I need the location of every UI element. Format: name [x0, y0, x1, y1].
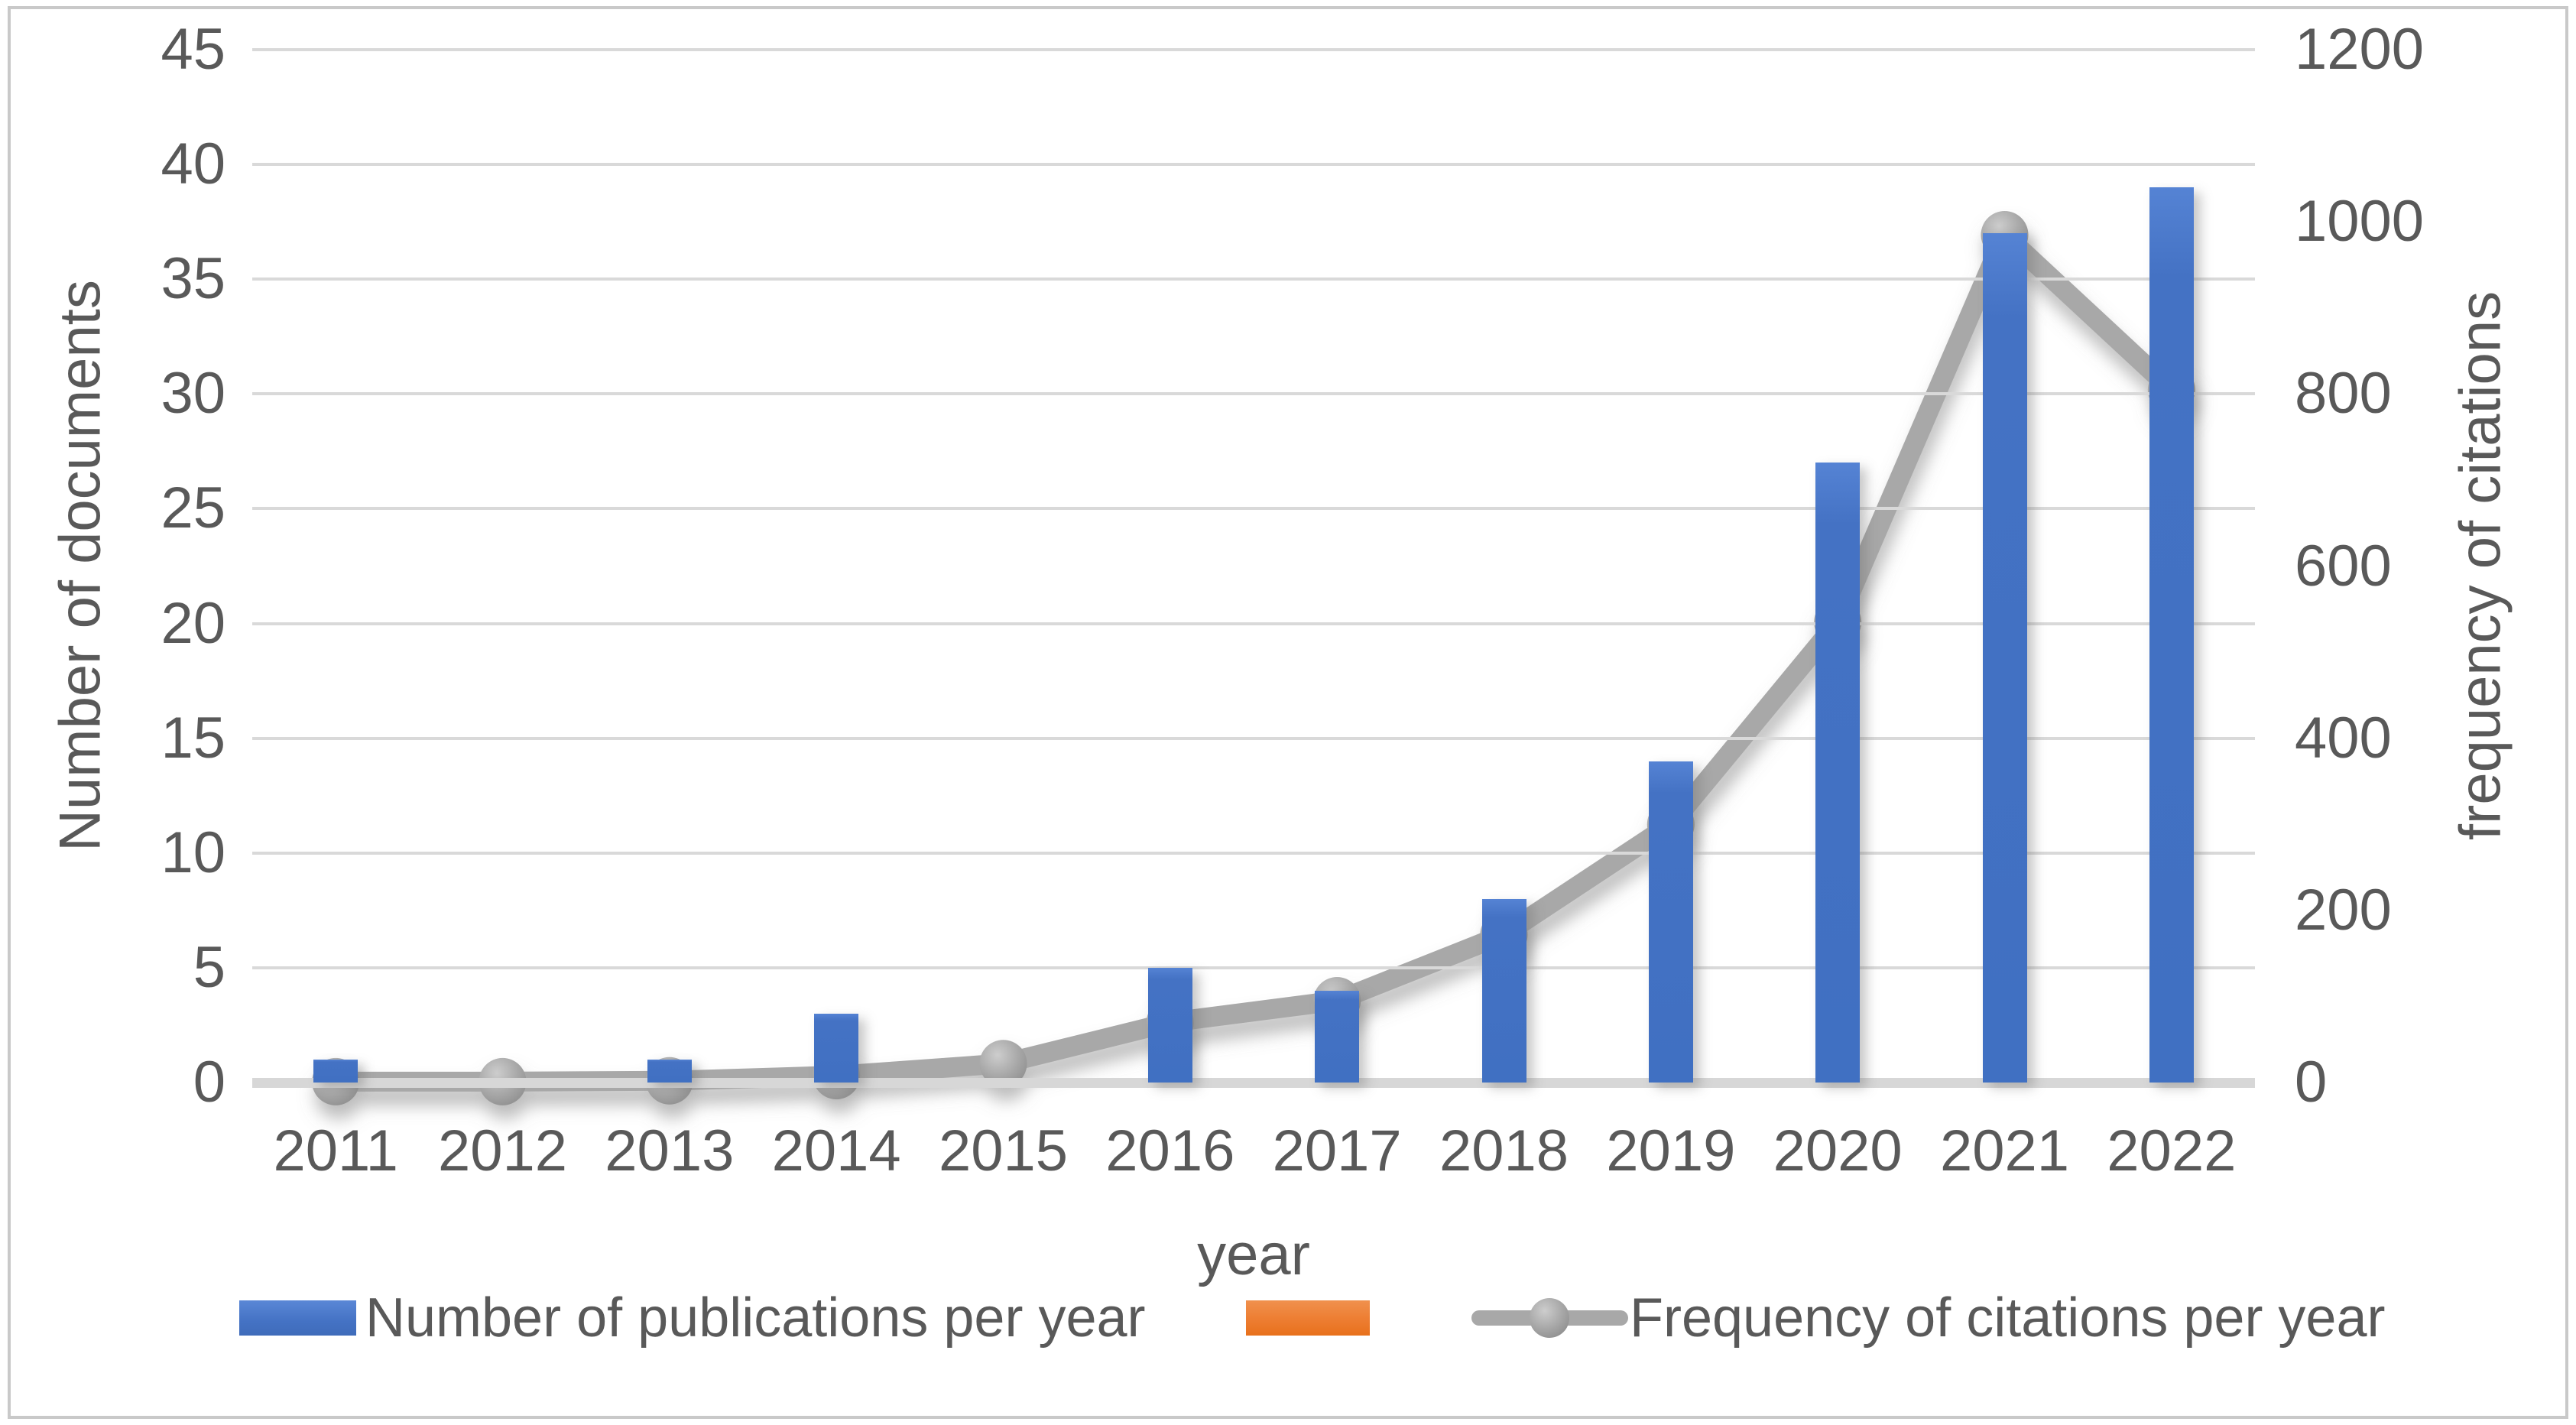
x-tick-2017: 2017	[1272, 1118, 1402, 1183]
x-axis-line	[252, 1078, 2255, 1088]
y-left-tick-15: 15	[161, 705, 225, 771]
legend-item-citations: Frequency of citations per year	[1471, 1290, 2386, 1345]
x-tick-2020: 2020	[1773, 1118, 1903, 1183]
x-tick-2011: 2011	[273, 1118, 398, 1183]
x-tick-2016: 2016	[1105, 1118, 1235, 1183]
bar-2014	[814, 1013, 859, 1083]
gridline-40	[252, 163, 2255, 167]
x-tick-2015: 2015	[938, 1118, 1069, 1183]
gridline-10	[252, 851, 2255, 855]
bar-2020	[1815, 463, 1861, 1083]
y-left-tick-10: 10	[161, 820, 225, 885]
gridline-5	[252, 966, 2255, 969]
legend-item-orange-series	[1246, 1295, 1379, 1341]
x-tick-2021: 2021	[1939, 1118, 2070, 1183]
y-right-tick-400: 400	[2295, 705, 2392, 771]
legend-line-marker-sample	[1471, 1298, 1628, 1338]
gridline-20	[252, 622, 2255, 625]
legend-label-publications: Number of publications per year	[365, 1287, 1146, 1349]
bar-2022	[2149, 187, 2194, 1083]
x-tick-2013: 2013	[605, 1118, 735, 1183]
y-right-tick-800: 800	[2295, 361, 2392, 427]
y-left-tick-5: 5	[193, 934, 225, 1000]
x-tick-2014: 2014	[771, 1118, 901, 1183]
legend-swatch-publications	[239, 1300, 356, 1336]
gridline-25	[252, 507, 2255, 511]
bar-2018	[1481, 898, 1526, 1083]
y-left-tick-45: 45	[161, 17, 225, 82]
x-tick-2012: 2012	[437, 1118, 568, 1183]
bar-2011	[313, 1059, 358, 1083]
gridline-15	[252, 736, 2255, 740]
legend-swatch-orange	[1246, 1300, 1370, 1336]
y-right-tick-0: 0	[2295, 1050, 2328, 1115]
x-axis-title: year	[1197, 1222, 1310, 1287]
legend-label-citations: Frequency of citations per year	[1630, 1287, 2386, 1349]
x-tick-2019: 2019	[1606, 1118, 1736, 1183]
bar-2019	[1648, 761, 1693, 1083]
bar-2013	[647, 1059, 692, 1083]
gridline-35	[252, 278, 2255, 281]
y-right-tick-1200: 1200	[2295, 17, 2425, 82]
y-left-tick-25: 25	[161, 476, 225, 541]
gridline-30	[252, 392, 2255, 396]
y-left-tick-20: 20	[161, 590, 225, 656]
gridline-45	[252, 48, 2255, 51]
y-left-tick-0: 0	[193, 1050, 225, 1115]
y-right-tick-1000: 1000	[2295, 189, 2425, 255]
y-right-tick-200: 200	[2295, 877, 2392, 943]
y-left-tick-40: 40	[161, 131, 225, 197]
bar-2016	[1147, 967, 1192, 1083]
y-right-tick-600: 600	[2295, 533, 2392, 599]
bar-2021	[1982, 233, 2027, 1083]
y-left-tick-30: 30	[161, 361, 225, 427]
legend-item-publications: Number of publications per year	[239, 1290, 1146, 1345]
x-tick-2022: 2022	[2107, 1118, 2237, 1183]
x-tick-2018: 2018	[1439, 1118, 1569, 1183]
y-left-tick-35: 35	[161, 246, 225, 312]
bar-2017	[1315, 990, 1360, 1083]
